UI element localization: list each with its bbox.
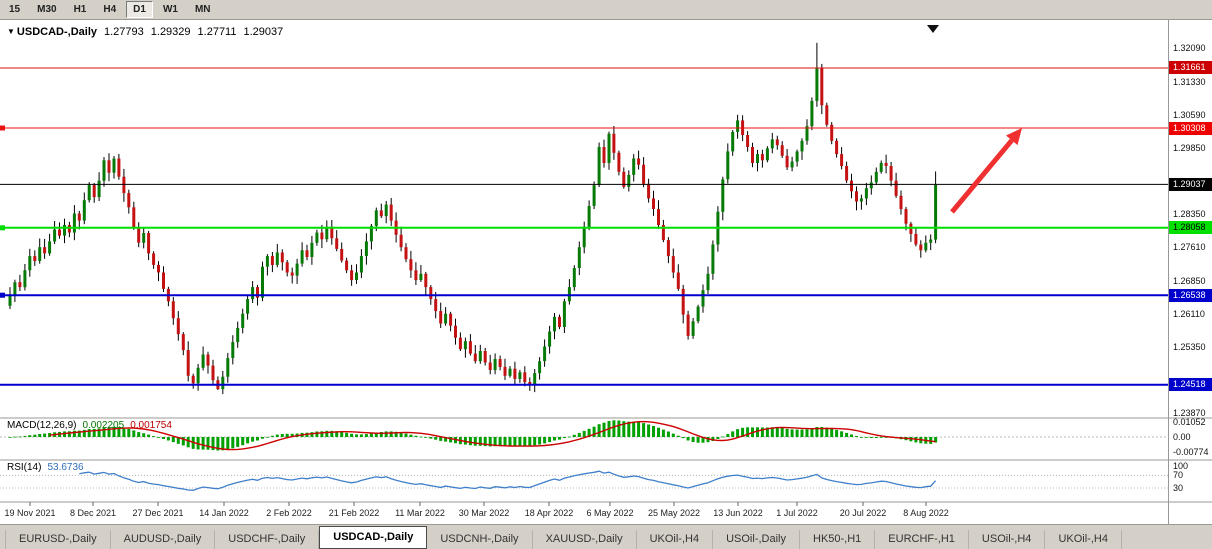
- price-badge-support-green: 1.28058: [1169, 221, 1212, 234]
- chart-tab-usoil--h4[interactable]: USOil-,H4: [969, 530, 1046, 549]
- ohlc-low: 1.27711: [197, 26, 237, 38]
- ohlc-close: 1.29037: [243, 26, 284, 38]
- ohlc-open: 1.27793: [104, 26, 144, 38]
- macd-axis-label: 0.00: [1173, 432, 1191, 442]
- level-line-handle[interactable]: [0, 125, 5, 131]
- chart-tab-eurchf--h1[interactable]: EURCHF-,H1: [875, 530, 969, 549]
- price-axis: 1.32090 1.31330 1.30590 1.29850 1.28350 1.276…: [1168, 20, 1212, 524]
- rsi-axis-label: 30: [1173, 483, 1184, 493]
- level-line-handle[interactable]: [0, 292, 5, 298]
- price-badge-resistance-upper: 1.31661: [1169, 61, 1212, 74]
- price-chart-canvas[interactable]: [0, 20, 1212, 524]
- rsi-name: RSI(14): [7, 462, 42, 473]
- date-axis-label: 27 Dec 2021: [132, 508, 184, 518]
- price-badge-resistance-main: 1.30308: [1169, 122, 1212, 135]
- date-axis-label: 30 Mar 2022: [458, 508, 510, 518]
- level-line-handle[interactable]: [0, 225, 5, 231]
- symbol-marker-icon: ▼: [7, 27, 15, 36]
- price-badge-current-price: 1.29037: [1169, 178, 1212, 191]
- timeframe-toolbar: 15 M30 H1 H4 D1 W1 MN: [0, 0, 1212, 20]
- date-axis-label: 25 May 2022: [647, 508, 701, 518]
- date-axis-label: 8 Aug 2022: [903, 508, 949, 518]
- price-badge-support-blue-upper: 1.26538: [1169, 289, 1212, 302]
- date-axis-label: 2 Feb 2022: [266, 508, 312, 518]
- price-axis-label: 1.31330: [1173, 77, 1206, 87]
- chart-tab-eurusd--daily[interactable]: EURUSD-,Daily: [5, 530, 111, 549]
- rsi-indicator-label: RSI(14) 53.6736: [7, 462, 84, 473]
- timeframe-button-h4[interactable]: H4: [103, 4, 117, 15]
- date-axis-label: 21 Feb 2022: [328, 508, 380, 518]
- date-axis-label: 8 Dec 2021: [69, 508, 117, 518]
- macd-main-value: 0.002205: [82, 420, 125, 431]
- date-axis-label: 11 Mar 2022: [395, 508, 445, 518]
- date-axis-label: 6 May 2022: [586, 508, 634, 518]
- timeframe-button-h1[interactable]: H1: [73, 4, 87, 15]
- chart-title: ▼ USDCAD-,Daily 1.27793 1.29329 1.27711 1.290…: [7, 26, 283, 38]
- rsi-line: [79, 470, 937, 491]
- timeframe-button-15[interactable]: 15: [9, 4, 21, 15]
- rsi-axis-label: 100: [1173, 461, 1189, 471]
- date-axis-label: 14 Jan 2022: [199, 508, 249, 518]
- timeframe-button-mn[interactable]: MN: [194, 4, 211, 15]
- price-axis-label: 1.25350: [1173, 342, 1206, 352]
- macd-name: MACD(12,26,9): [7, 420, 77, 431]
- price-axis-label: 1.26110: [1173, 309, 1205, 319]
- chart-tab-usoil--daily[interactable]: USOil-,Daily: [713, 530, 800, 549]
- ohlc-high: 1.29329: [150, 26, 191, 38]
- chart-tabs-bar: EURUSD-,Daily AUDUSD-,Daily USDCHF-,Daily U…: [0, 524, 1212, 549]
- price-axis-label: 1.29850: [1173, 143, 1206, 153]
- date-axis-label: 1 Jul 2022: [776, 508, 818, 518]
- chart-tab-ukoil--h4[interactable]: UKOil-,H4: [1045, 530, 1122, 549]
- chart-shift-marker-icon: [927, 25, 939, 33]
- price-axis-label: 1.26850: [1173, 276, 1206, 286]
- rsi-axis-label: 70: [1173, 470, 1184, 480]
- timeframe-button-m30[interactable]: M30: [37, 4, 57, 15]
- date-axis: 19 Nov 2021 8 Dec 2021 27 Dec 2021 14 Jan 2…: [0, 502, 1168, 524]
- candlesticks[interactable]: [8, 42, 938, 395]
- macd-signal-value: 0.001754: [130, 420, 172, 431]
- price-axis-label: 1.28350: [1173, 209, 1206, 219]
- macd-axis-label: 0.01052: [1173, 417, 1206, 427]
- price-axis-label: 1.27610: [1173, 242, 1206, 252]
- chart-tab-audusd--daily[interactable]: AUDUSD-,Daily: [111, 530, 216, 549]
- macd-axis-label: -0.00774: [1173, 447, 1209, 457]
- date-axis-label: 18 Apr 2022: [524, 508, 574, 518]
- date-axis-label: 13 Jun 2022: [713, 508, 763, 518]
- chart-tab-hk50--h1[interactable]: HK50-,H1: [800, 530, 876, 549]
- date-axis-label: 19 Nov 2021: [4, 508, 56, 518]
- chart-tab-ukoil--h4[interactable]: UKOil-,H4: [637, 530, 714, 549]
- price-badge-support-blue-lower: 1.24518: [1169, 378, 1212, 391]
- chart-tab-usdcad--daily[interactable]: USDCAD-,Daily: [319, 526, 428, 549]
- date-axis-label: 20 Jul 2022: [839, 508, 887, 518]
- timeframe-button-d1[interactable]: D1: [126, 1, 153, 18]
- rsi-value: 53.6736: [47, 462, 84, 473]
- price-axis-label: 1.32090: [1173, 43, 1206, 53]
- trend-arrow-annotation[interactable]: [950, 128, 1022, 214]
- chart-tab-xauusd--daily[interactable]: XAUUSD-,Daily: [533, 530, 637, 549]
- chart-tab-usdcnh--daily[interactable]: USDCNH-,Daily: [427, 530, 533, 549]
- chart-symbol-label: USDCAD-,Daily: [16, 26, 97, 38]
- price-axis-label: 1.23870: [1173, 408, 1206, 418]
- price-axis-label: 1.30590: [1173, 110, 1206, 120]
- chart-area: ▼ USDCAD-,Daily 1.27793 1.29329 1.27711 1.290…: [0, 20, 1212, 524]
- macd-indicator-label: MACD(12,26,9) 0.002205 0.001754: [7, 420, 172, 431]
- chart-tab-usdchf--daily[interactable]: USDCHF-,Daily: [215, 530, 320, 549]
- macd-signal-line: [49, 420, 936, 451]
- timeframe-button-w1[interactable]: W1: [162, 4, 178, 15]
